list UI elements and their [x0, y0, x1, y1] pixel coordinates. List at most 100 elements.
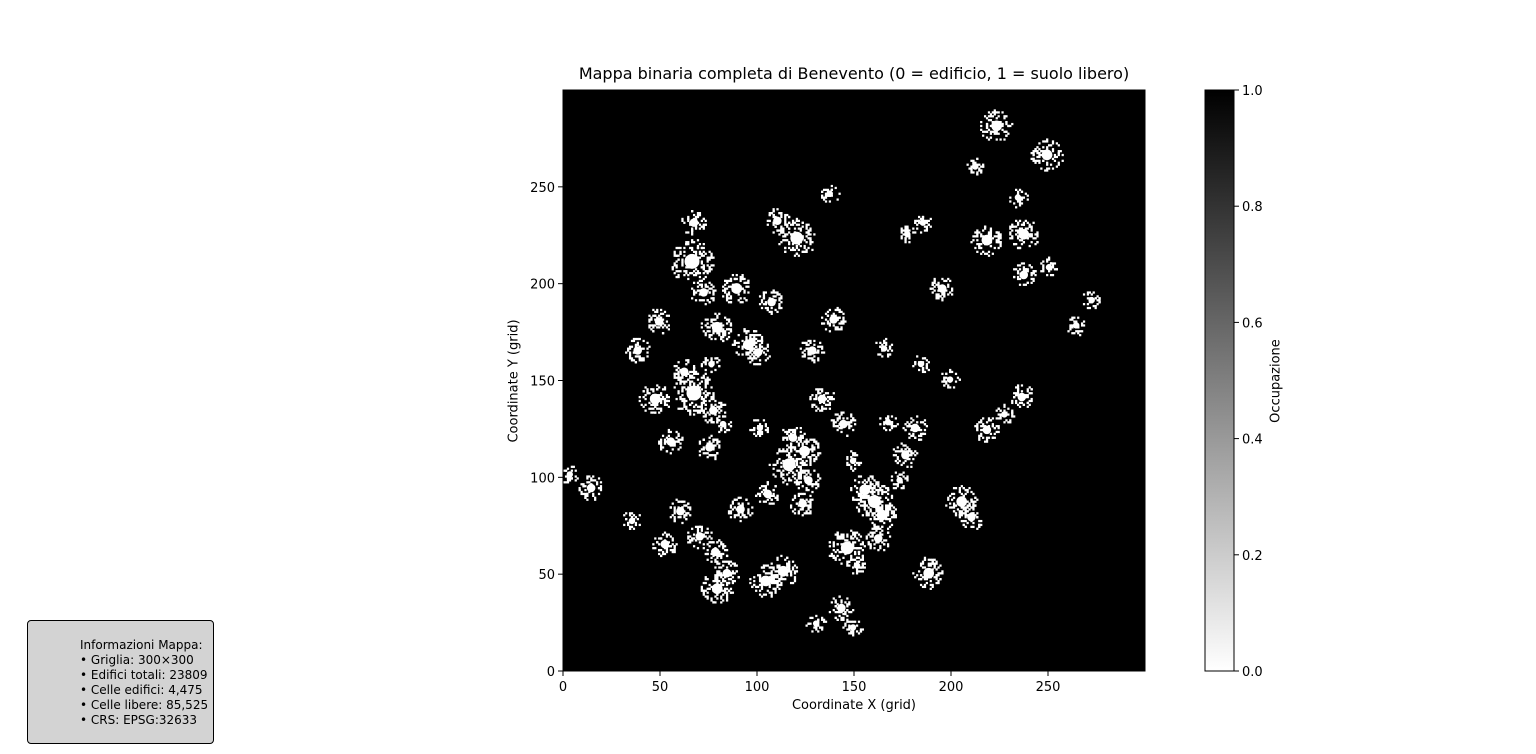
building-cell	[700, 397, 703, 401]
building-cell	[904, 428, 907, 432]
building-cell	[782, 428, 785, 432]
building-cell	[681, 521, 684, 525]
building-cell	[710, 395, 713, 399]
building-cell	[850, 413, 853, 416]
building-cell	[867, 485, 870, 488]
building-cell	[758, 574, 762, 577]
building-cell	[758, 492, 762, 496]
building-cell	[741, 353, 744, 356]
building-cell	[700, 246, 703, 250]
building-cell	[865, 510, 868, 513]
building-cell	[912, 227, 915, 230]
building-cell	[710, 264, 713, 267]
building-cell	[733, 343, 736, 346]
building-cell	[1003, 409, 1006, 412]
building-cell	[811, 241, 814, 244]
building-cell	[681, 390, 684, 393]
building-cell	[784, 217, 787, 221]
building-cell	[914, 436, 917, 439]
building-cell	[751, 428, 754, 432]
building-cell	[778, 579, 781, 583]
building-cell	[772, 223, 775, 226]
building-cell	[815, 388, 818, 391]
building-cell	[739, 496, 742, 499]
building-cell	[714, 566, 717, 569]
building-cell	[692, 291, 696, 294]
building-cell	[698, 275, 702, 279]
building-cell	[646, 341, 649, 345]
building-cell	[700, 403, 703, 406]
building-cell	[1011, 122, 1014, 126]
building-cell	[863, 494, 866, 497]
building-cell	[1098, 297, 1101, 300]
building-cell	[702, 225, 705, 228]
building-cell	[857, 463, 861, 467]
building-cell	[698, 279, 702, 283]
building-cell	[654, 405, 657, 408]
building-cell	[1024, 219, 1027, 222]
building-cell	[803, 469, 806, 472]
building-cell	[784, 578, 787, 581]
building-cell	[704, 378, 707, 381]
building-cell	[1028, 225, 1031, 228]
building-cell	[799, 430, 802, 434]
building-cell	[714, 578, 717, 581]
building-cell	[952, 492, 956, 496]
building-cell	[661, 332, 665, 335]
building-cell	[727, 423, 731, 426]
building-cell	[725, 548, 729, 552]
building-cell	[694, 217, 698, 221]
building-cell	[718, 562, 721, 565]
building-cell	[941, 299, 944, 302]
building-cell	[997, 425, 1000, 428]
building-cell	[801, 341, 804, 345]
building-cell	[863, 506, 866, 509]
building-cell	[840, 411, 843, 414]
building-cell	[863, 545, 866, 548]
building-cell	[708, 419, 711, 422]
building-cell	[718, 365, 721, 368]
building-cell	[809, 506, 812, 509]
building-cell	[714, 312, 717, 315]
building-cell	[1011, 235, 1014, 238]
building-cell	[966, 510, 969, 513]
building-cell	[852, 620, 855, 623]
building-cell	[702, 330, 705, 333]
building-cell	[861, 488, 864, 492]
building-cell	[974, 504, 977, 507]
building-cell	[660, 312, 663, 315]
building-cluster	[842, 618, 864, 637]
building-cell	[689, 382, 692, 385]
building-cell	[817, 357, 820, 360]
building-cell	[931, 287, 934, 290]
building-cell	[786, 454, 789, 457]
building-cell	[1015, 233, 1018, 236]
building-cell	[1022, 262, 1026, 265]
building-cell	[923, 432, 927, 436]
building-cell	[850, 487, 853, 490]
building-cell	[1032, 151, 1035, 155]
building-cell	[801, 459, 804, 463]
building-cell	[1003, 138, 1006, 141]
building-cell	[704, 576, 707, 579]
building-cell	[989, 136, 993, 139]
building-cell	[1011, 229, 1014, 232]
building-cell	[706, 452, 709, 455]
building-cell	[834, 558, 837, 561]
building-cell	[749, 578, 752, 581]
building-cell	[679, 382, 682, 385]
building-cell	[919, 564, 923, 567]
building-core	[649, 393, 661, 405]
building-cell	[733, 514, 736, 517]
building-cell	[999, 244, 1002, 248]
building-cell	[720, 337, 723, 341]
building-cell	[710, 254, 713, 257]
building-cell	[859, 547, 863, 550]
building-cell	[694, 291, 698, 294]
building-cell	[795, 570, 799, 573]
building-cell	[1082, 324, 1086, 327]
building-cell	[877, 353, 880, 356]
building-cell	[970, 165, 973, 168]
building-cell	[778, 229, 781, 232]
building-cell	[867, 494, 870, 497]
